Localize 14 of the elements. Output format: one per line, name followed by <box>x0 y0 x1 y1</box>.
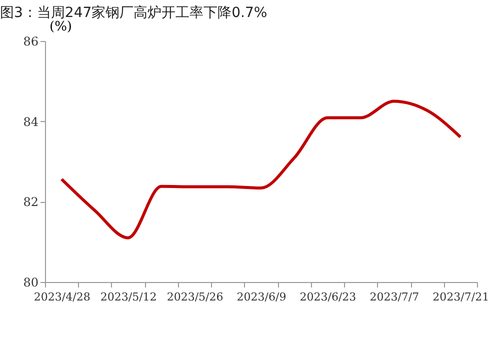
y-tick-label: 86 <box>23 34 38 48</box>
x-tick-label: 2023/5/12 <box>100 290 157 304</box>
y-tick-label: 84 <box>23 114 39 129</box>
y-tick-label: 80 <box>23 276 38 290</box>
x-tick-label: 2023/6/23 <box>300 290 356 304</box>
x-tick-label: 2023/7/21 <box>432 290 490 304</box>
line-series <box>60 100 462 240</box>
x-tick-label: 2023/5/26 <box>166 290 224 304</box>
x-tick-label: 2023/7/7 <box>370 290 420 304</box>
chart-title: 图3：当周247家钢厂高炉开工率下降0.7% <box>0 5 268 21</box>
y-axis-title: (%) <box>50 20 72 34</box>
x-tick-label: 2023/6/9 <box>236 290 286 304</box>
y-tick-label: 82 <box>23 195 38 210</box>
x-tick-label: 2023/4/28 <box>34 290 90 304</box>
